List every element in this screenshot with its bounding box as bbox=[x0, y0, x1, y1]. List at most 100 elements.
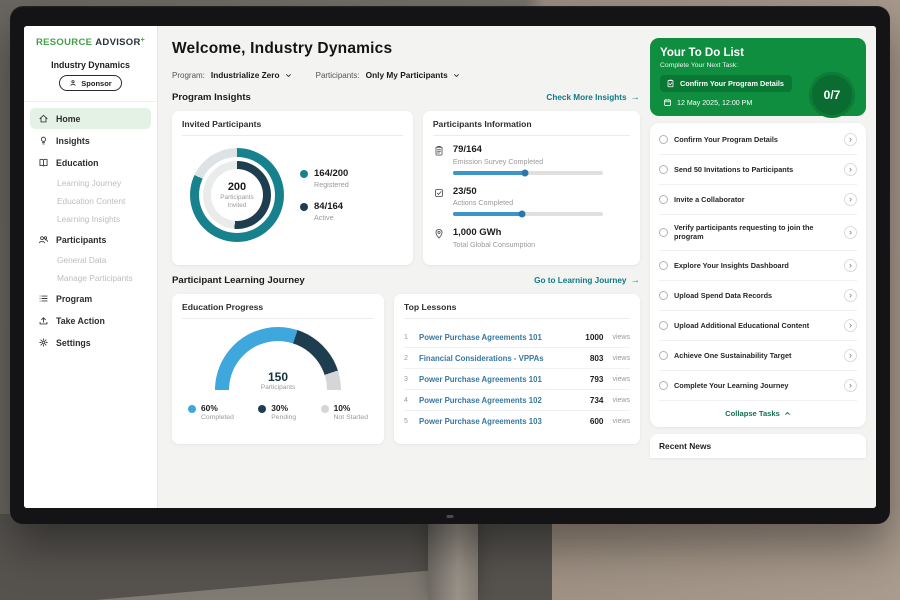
legend-dot-registered bbox=[300, 170, 308, 178]
task-checkbox[interactable] bbox=[659, 260, 668, 270]
gear-icon bbox=[39, 338, 48, 347]
education-progress-gauge: 150 Participants bbox=[215, 327, 341, 391]
program-insights-header: Program Insights Check More Insights → bbox=[172, 92, 640, 103]
go-to-learning-journey-link[interactable]: Go to Learning Journey → bbox=[534, 275, 640, 286]
program-select[interactable]: Industrialize Zero bbox=[211, 70, 292, 80]
sidebar-item-home[interactable]: Home bbox=[30, 108, 151, 129]
sidebar-item-insights[interactable]: Insights bbox=[30, 130, 151, 151]
legend-item-completed: 60% Completed bbox=[188, 403, 234, 421]
section-title-learning-journey: Participant Learning Journey bbox=[172, 275, 305, 286]
lesson-row[interactable]: 4 Power Purchase Agreements 102 734 view… bbox=[404, 390, 630, 411]
lesson-title-link[interactable]: Financial Considerations - VPPAs bbox=[419, 353, 544, 363]
app-logo: RESOURCE ADVISOR+ bbox=[24, 26, 157, 56]
task-label: Upload Spend Data Records bbox=[674, 290, 773, 300]
task-checkbox[interactable] bbox=[659, 195, 668, 204]
next-task-chip[interactable]: Confirm Your Program Details bbox=[660, 75, 792, 92]
recent-news-title: Recent News bbox=[659, 440, 712, 451]
task-checkbox[interactable] bbox=[659, 165, 668, 174]
sponsor-badge[interactable]: Sponsor bbox=[59, 75, 122, 91]
participants-select[interactable]: Only My Participants bbox=[366, 70, 460, 80]
sidebar-item-label: Education bbox=[56, 157, 99, 168]
task-row[interactable]: Invite a Collaborator › bbox=[659, 185, 857, 215]
stat-value: 79/164 bbox=[452, 144, 482, 155]
lesson-title-link[interactable]: Power Purchase Agreements 103 bbox=[419, 416, 542, 426]
education-progress-card: Education Progress 150 Participants bbox=[172, 294, 384, 444]
gauge-center-value: 150 bbox=[267, 370, 289, 384]
task-label: Complete Your Learning Journey bbox=[674, 380, 789, 390]
task-checkbox[interactable] bbox=[659, 290, 668, 300]
task-row[interactable]: Achieve One Sustainability Target › bbox=[659, 341, 857, 371]
chevron-down-icon bbox=[285, 73, 291, 77]
chevron-right-icon[interactable]: › bbox=[844, 193, 857, 206]
home-icon bbox=[39, 114, 48, 123]
check-more-insights-link[interactable]: Check More Insights → bbox=[546, 92, 640, 103]
due-date-row: 12 May 2025, 12:00 PM bbox=[660, 98, 856, 107]
gauge-center: 150 Participants bbox=[215, 370, 341, 391]
page-title: Welcome, Industry Dynamics bbox=[172, 40, 393, 57]
collapse-tasks-button[interactable]: Collapse Tasks bbox=[659, 401, 857, 425]
lesson-row[interactable]: 3 Power Purchase Agreements 101 793 view… bbox=[404, 369, 630, 390]
lesson-title-link[interactable]: Power Purchase Agreements 102 bbox=[419, 395, 542, 405]
task-row[interactable]: Complete Your Learning Journey › bbox=[659, 371, 857, 401]
sidebar-item-label: Settings bbox=[56, 337, 91, 348]
participants-information-card: Participants Information 79/164 Emission… bbox=[422, 111, 640, 265]
lesson-rank: 5 bbox=[404, 417, 408, 425]
stat-value: 23/50 bbox=[452, 185, 477, 197]
chevron-right-icon[interactable]: › bbox=[844, 133, 857, 146]
logo-plus: + bbox=[140, 37, 146, 44]
chevron-right-icon[interactable]: › bbox=[844, 318, 857, 332]
sidebar-item-learning-insights[interactable]: Learning Insights bbox=[24, 210, 157, 228]
sidebar-item-learning-journey[interactable]: Learning Journey bbox=[24, 174, 157, 192]
sidebar-item-manage-participants[interactable]: Manage Participants bbox=[24, 269, 157, 287]
lesson-title-link[interactable]: Power Purchase Agreements 101 bbox=[419, 374, 542, 384]
card-title: Participants Information bbox=[432, 119, 630, 136]
chevron-right-icon[interactable]: › bbox=[844, 163, 857, 176]
sidebar-item-settings[interactable]: Settings bbox=[30, 332, 151, 353]
chevron-right-icon[interactable]: › bbox=[844, 288, 857, 302]
lesson-row[interactable]: 5 Power Purchase Agreements 103 600 view… bbox=[404, 411, 630, 431]
chevron-right-icon[interactable]: › bbox=[844, 348, 857, 362]
chevron-right-icon[interactable]: › bbox=[844, 378, 857, 392]
task-list: Confirm Your Program Details › Send 50 I… bbox=[650, 123, 866, 427]
todo-card: Your To Do List Complete Your Next Task:… bbox=[650, 38, 866, 118]
progress-fill bbox=[452, 212, 522, 216]
legend-item-not-started: 10% Not Started bbox=[320, 403, 368, 421]
invited-participants-donut: 200 Participants Invited bbox=[190, 148, 284, 242]
donut-inner-ring bbox=[203, 161, 271, 229]
arrow-right-icon: → bbox=[630, 92, 641, 103]
sidebar-item-participants[interactable]: Participants bbox=[30, 229, 151, 250]
lesson-views-label: views bbox=[612, 333, 630, 341]
lesson-title-link[interactable]: Power Purchase Agreements 101 bbox=[419, 332, 542, 342]
legend-dot-completed bbox=[188, 405, 196, 413]
task-row[interactable]: Explore Your Insights Dashboard › bbox=[659, 251, 857, 281]
task-checkbox[interactable] bbox=[659, 227, 668, 237]
sidebar-item-general-data[interactable]: General Data bbox=[24, 251, 157, 269]
chevron-right-icon[interactable]: › bbox=[844, 225, 857, 239]
task-row[interactable]: Send 50 Invitations to Participants › bbox=[659, 155, 857, 185]
task-label: Verify participants requesting to join t… bbox=[674, 223, 814, 242]
task-checkbox[interactable] bbox=[659, 380, 668, 390]
sidebar-item-program[interactable]: Program bbox=[30, 288, 151, 309]
task-row[interactable]: Confirm Your Program Details › bbox=[659, 125, 857, 155]
invited-participants-card: Invited Participants 200 Participants In… bbox=[172, 111, 413, 265]
sidebar-item-education[interactable]: Education bbox=[30, 152, 151, 173]
task-checkbox[interactable] bbox=[659, 320, 668, 330]
task-row[interactable]: Upload Spend Data Records › bbox=[659, 281, 857, 311]
task-row[interactable]: Upload Additional Educational Content › bbox=[659, 311, 857, 341]
task-checkbox[interactable] bbox=[659, 350, 668, 360]
main-column: Welcome, Industry Dynamics Program: Indu… bbox=[172, 38, 640, 502]
lightbulb-icon bbox=[40, 136, 47, 145]
chevron-right-icon[interactable]: › bbox=[844, 258, 857, 272]
sidebar-item-take-action[interactable]: Take Action bbox=[30, 310, 151, 331]
lesson-row[interactable]: 1 Power Purchase Agreements 101 1000 vie… bbox=[404, 327, 630, 348]
sidebar-item-education-content[interactable]: Education Content bbox=[24, 192, 157, 210]
program-select-value: Industrialize Zero bbox=[210, 70, 280, 80]
sidebar-item-label: Manage Participants bbox=[57, 273, 133, 283]
lesson-row[interactable]: 2 Financial Considerations - VPPAs 803 v… bbox=[404, 348, 630, 369]
task-row[interactable]: Verify participants requesting to join t… bbox=[659, 215, 857, 251]
link-label: Go to Learning Journey bbox=[534, 276, 627, 285]
task-checkbox[interactable] bbox=[659, 135, 668, 144]
list-icon bbox=[39, 295, 48, 302]
sidebar-item-label: Take Action bbox=[56, 315, 105, 326]
collapse-tasks-label: Collapse Tasks bbox=[725, 408, 780, 418]
